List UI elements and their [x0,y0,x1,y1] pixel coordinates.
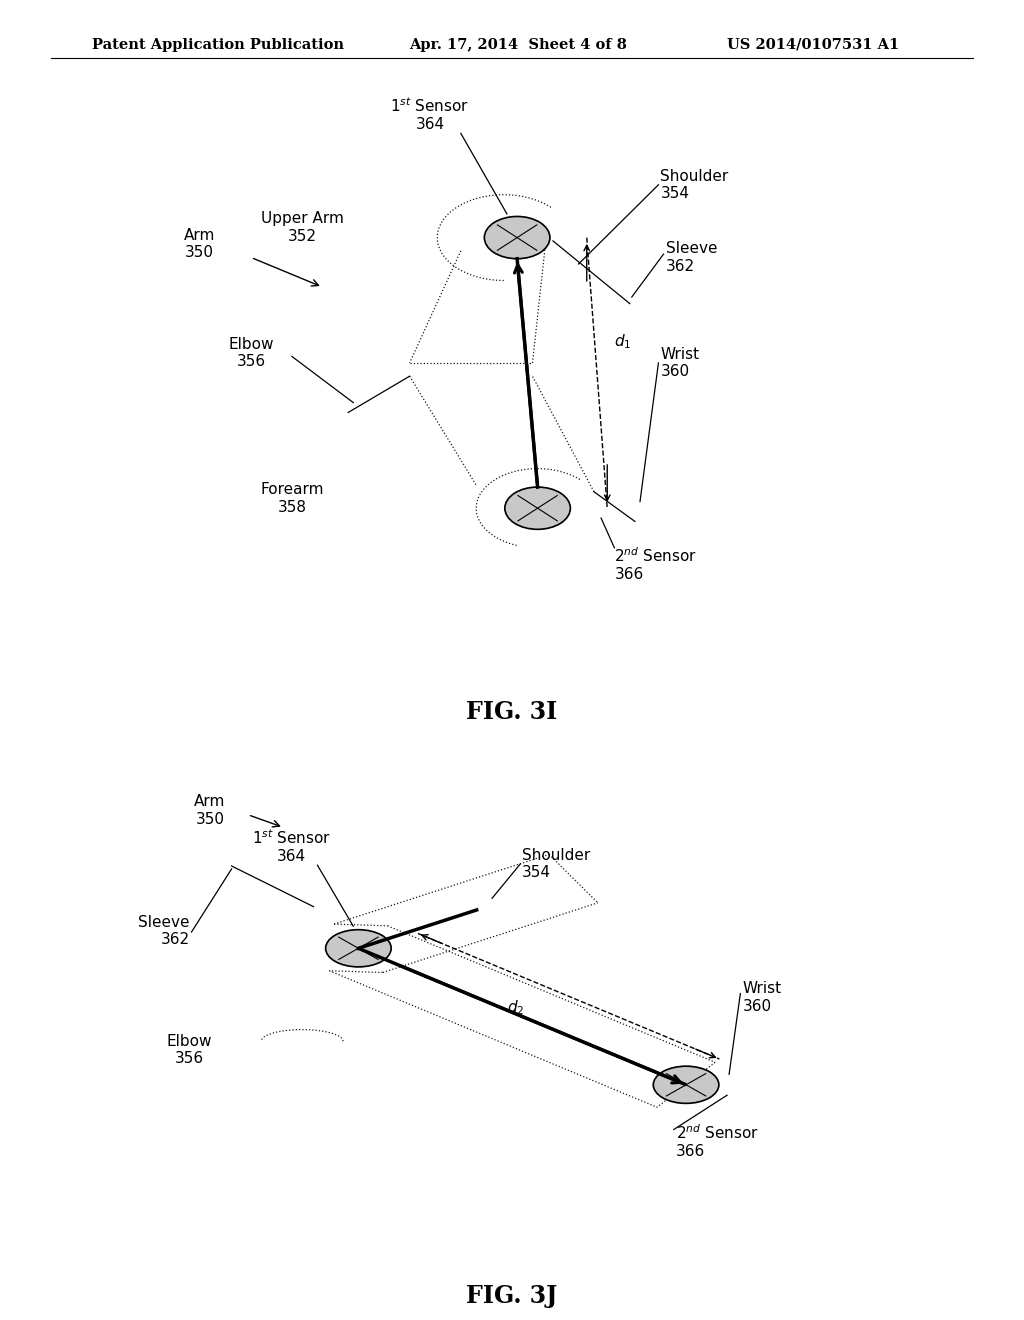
Text: $2^{nd}$ Sensor
366: $2^{nd}$ Sensor 366 [676,1123,759,1159]
Text: Arm
350: Arm 350 [195,795,225,826]
Text: Upper Arm
352: Upper Arm 352 [261,211,343,244]
Text: $2^{nd}$ Sensor
366: $2^{nd}$ Sensor 366 [614,546,697,582]
Text: Forearm
358: Forearm 358 [260,482,324,515]
Text: $d_1$: $d_1$ [614,333,632,351]
Text: Sleeve
362: Sleeve 362 [666,242,717,273]
Circle shape [653,1067,719,1104]
Text: Patent Application Publication: Patent Application Publication [92,38,344,51]
Text: Wrist
360: Wrist 360 [660,347,699,379]
Text: US 2014/0107531 A1: US 2014/0107531 A1 [727,38,899,51]
Text: Arm
350: Arm 350 [184,227,215,260]
Text: Elbow
356: Elbow 356 [167,1034,212,1067]
Text: FIG. 3J: FIG. 3J [466,1283,558,1308]
Text: Elbow
356: Elbow 356 [228,337,273,370]
Text: Shoulder
354: Shoulder 354 [522,847,591,880]
Circle shape [505,487,570,529]
Circle shape [326,929,391,966]
Text: Wrist
360: Wrist 360 [742,982,781,1014]
Text: FIG. 3I: FIG. 3I [466,701,558,725]
Text: $1^{st}$ Sensor
364: $1^{st}$ Sensor 364 [390,96,470,132]
Text: Shoulder
354: Shoulder 354 [660,169,729,201]
Circle shape [484,216,550,259]
Text: $1^{st}$ Sensor
364: $1^{st}$ Sensor 364 [252,828,332,865]
Text: $d_2$: $d_2$ [507,998,524,1016]
Text: Apr. 17, 2014  Sheet 4 of 8: Apr. 17, 2014 Sheet 4 of 8 [410,38,628,51]
Text: Sleeve
362: Sleeve 362 [138,915,189,946]
